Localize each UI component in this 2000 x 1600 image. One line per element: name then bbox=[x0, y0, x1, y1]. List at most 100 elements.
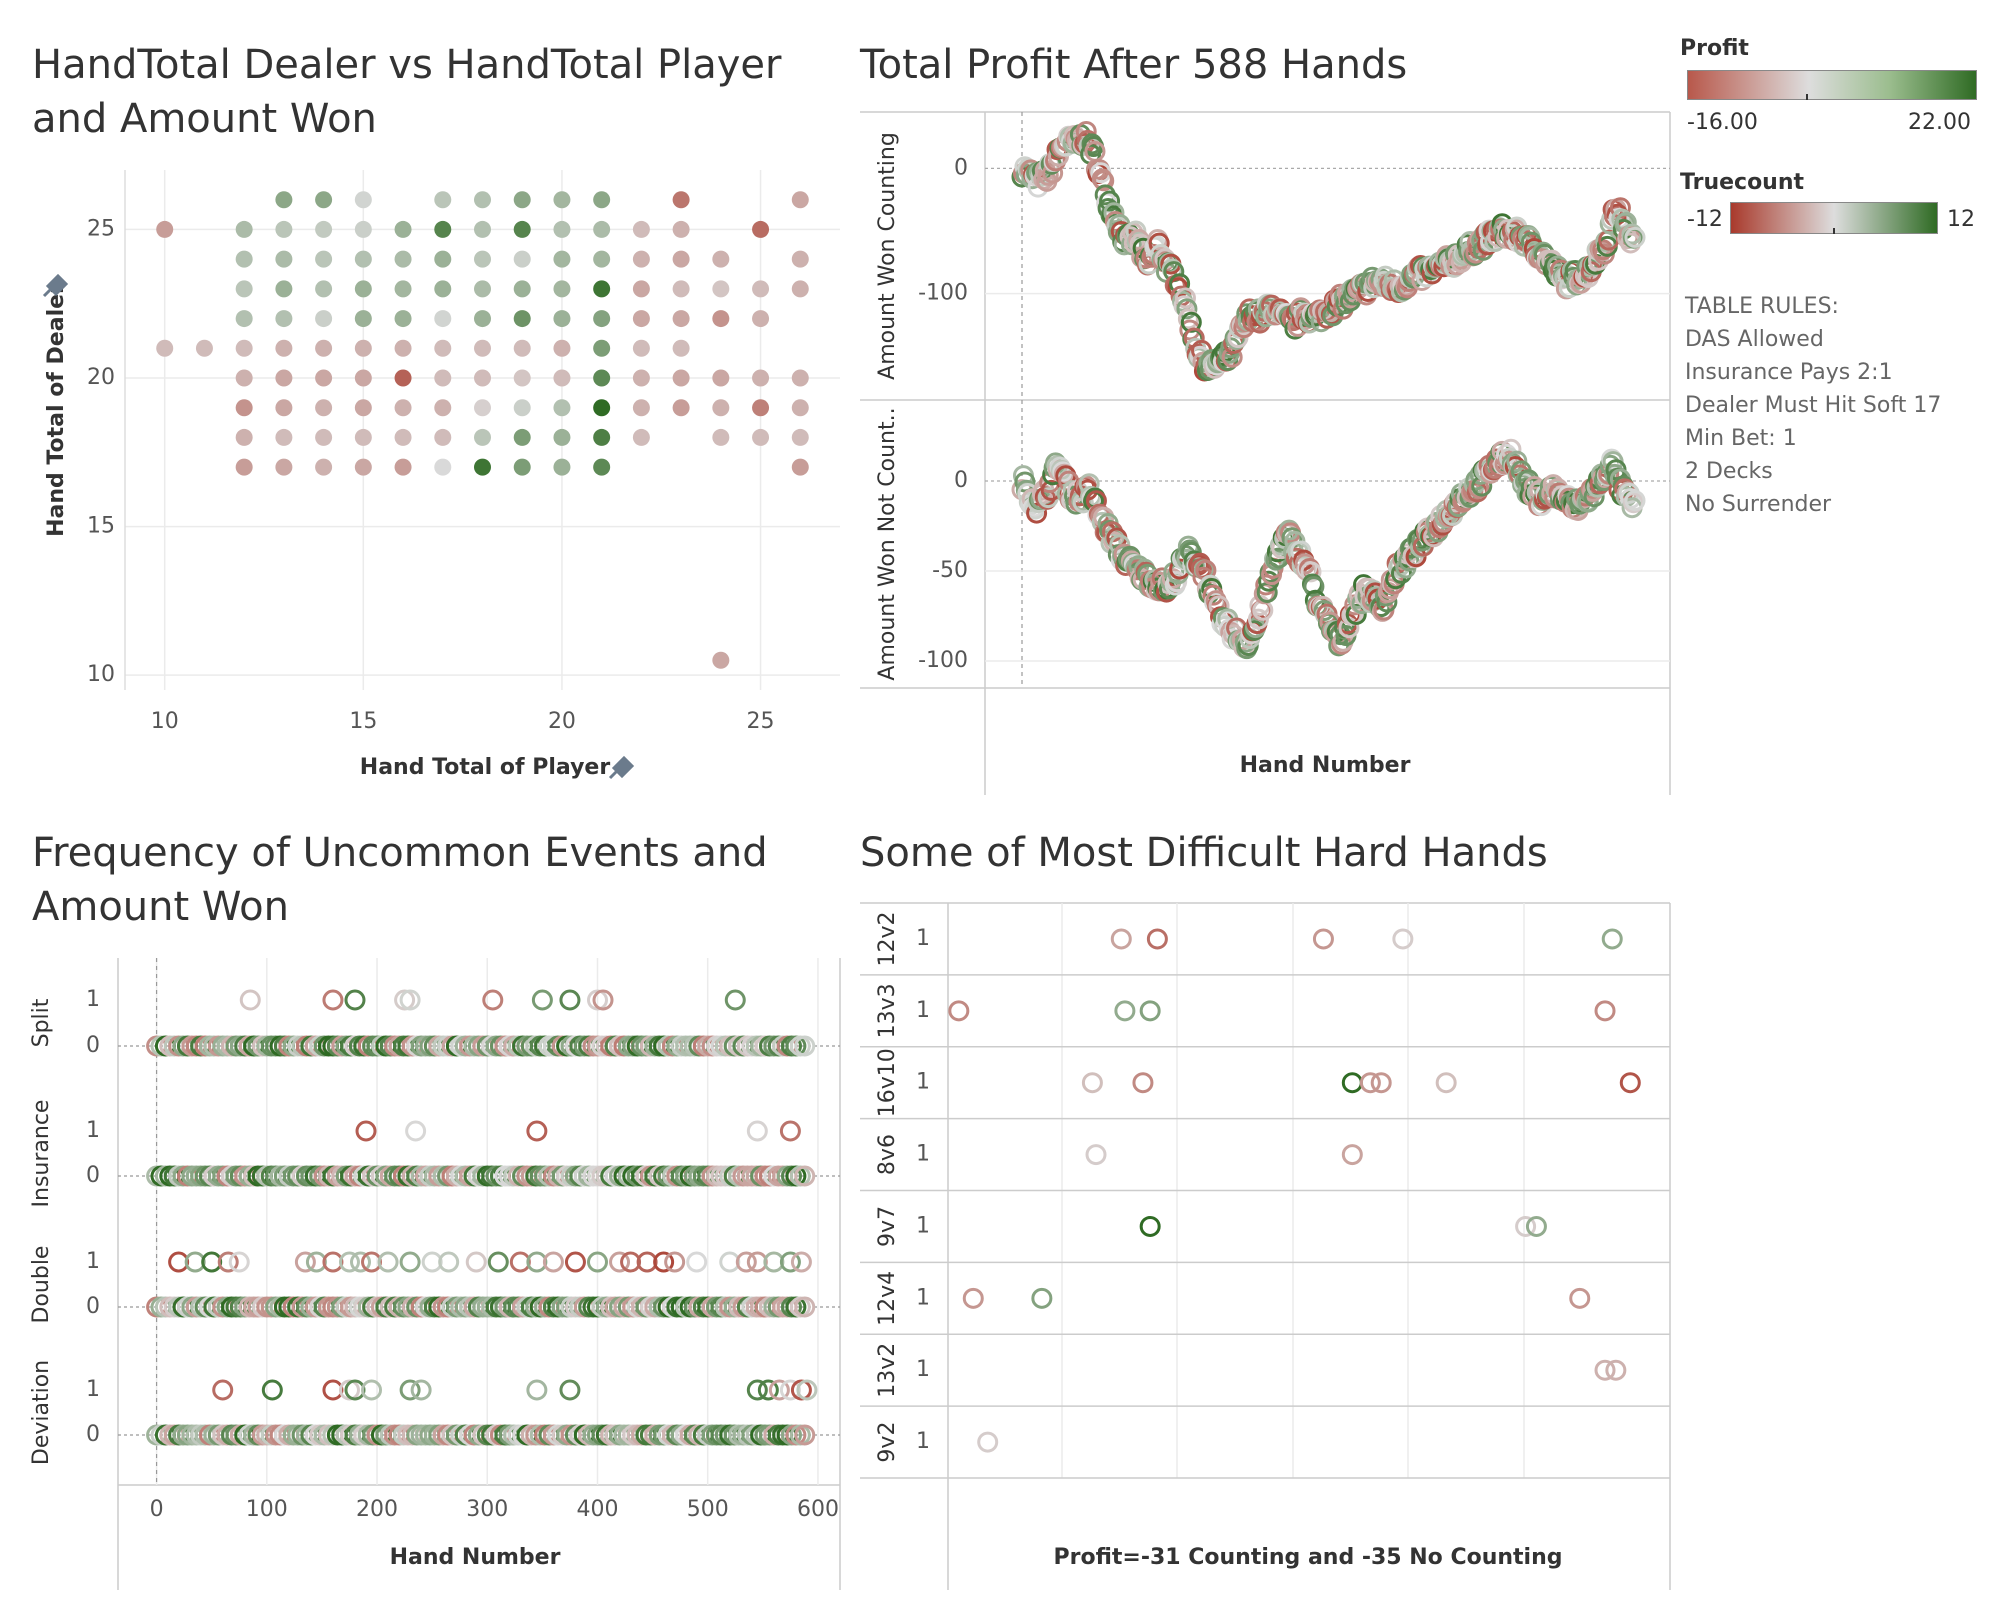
event-point-one bbox=[746, 1120, 768, 1142]
scatter-point bbox=[791, 250, 809, 268]
profit-legend-zero-marker bbox=[1806, 94, 1808, 100]
scatter-point bbox=[354, 458, 372, 476]
scatter-point bbox=[354, 310, 372, 328]
event-point-one bbox=[239, 989, 261, 1011]
scatter-point bbox=[235, 250, 253, 268]
scatter-point bbox=[235, 428, 253, 446]
event-point-one bbox=[779, 1251, 801, 1273]
scatter-point bbox=[315, 191, 333, 209]
scatter-point bbox=[553, 250, 571, 268]
hand-point bbox=[1435, 1072, 1457, 1094]
event-point-one bbox=[410, 1379, 432, 1401]
hand-point bbox=[1341, 1072, 1363, 1094]
scatter-point bbox=[235, 399, 253, 417]
event-point-one bbox=[559, 989, 581, 1011]
row-label: Split bbox=[29, 998, 54, 1047]
rule-line: Dealer Must Hit Soft 17 bbox=[1685, 393, 1942, 418]
hand-point bbox=[1569, 1287, 1591, 1309]
scatter-point bbox=[513, 369, 531, 387]
scatter-point bbox=[672, 280, 690, 298]
scatter-point bbox=[354, 250, 372, 268]
event-point-one bbox=[686, 1251, 708, 1273]
profit-point bbox=[1624, 490, 1646, 512]
scatter-point bbox=[712, 310, 730, 328]
scatter-point bbox=[434, 191, 452, 209]
x-axis-title: Hand Total of Player bbox=[360, 755, 611, 780]
event-point-one bbox=[482, 989, 504, 1011]
hand-point bbox=[1594, 1000, 1616, 1022]
x-tick-label: 20 bbox=[548, 709, 576, 734]
profit-legend-ramp[interactable] bbox=[1687, 70, 1977, 100]
event-point-one bbox=[653, 1251, 675, 1273]
event-point-one bbox=[322, 989, 344, 1011]
row-label: 8v6 bbox=[875, 1134, 900, 1175]
y-tick-label: 0 bbox=[86, 1163, 100, 1188]
event-point-one bbox=[399, 989, 421, 1011]
scatter-point bbox=[474, 399, 491, 417]
x-tick-label: 200 bbox=[356, 1497, 398, 1522]
event-point-one bbox=[338, 1379, 360, 1401]
scatter-point bbox=[752, 220, 770, 238]
rule-line: DAS Allowed bbox=[1685, 327, 1824, 352]
row-label: 13v2 bbox=[875, 1343, 900, 1398]
scatter-point bbox=[156, 339, 174, 357]
hand-point bbox=[1146, 928, 1168, 950]
scatter-point bbox=[712, 428, 730, 446]
truecount-legend-max: 12 bbox=[1947, 207, 1975, 232]
scatter-point bbox=[752, 399, 770, 417]
scatter-point bbox=[156, 220, 174, 238]
scatter-point bbox=[354, 191, 372, 209]
hand-point bbox=[1525, 1215, 1547, 1237]
event-point-one bbox=[294, 1251, 316, 1273]
scatter-point bbox=[434, 250, 452, 268]
y-tick-label: 20 bbox=[87, 365, 115, 390]
scatter-point bbox=[593, 280, 611, 298]
event-point-one bbox=[779, 1120, 801, 1142]
scatter-point bbox=[553, 191, 571, 209]
rule-line: TABLE RULES: bbox=[1685, 294, 1839, 319]
y-tick-label: 1 bbox=[916, 1213, 930, 1238]
hand-point bbox=[962, 1287, 984, 1309]
scatter-point bbox=[553, 369, 571, 387]
scatter-point bbox=[593, 458, 611, 476]
scatter-point bbox=[553, 310, 571, 328]
event-point-one bbox=[350, 1251, 372, 1273]
profit-point bbox=[1376, 591, 1398, 613]
y-tick-label: 1 bbox=[916, 1142, 930, 1167]
scatter-point bbox=[593, 369, 611, 387]
row-label: Double bbox=[29, 1246, 54, 1324]
event-point-one bbox=[465, 1251, 487, 1273]
scatter-point bbox=[275, 428, 293, 446]
scatter-point bbox=[632, 399, 650, 417]
row-label: Deviation bbox=[29, 1360, 54, 1465]
scatter-point bbox=[791, 458, 809, 476]
profit-legend-min: -16.00 bbox=[1687, 110, 1758, 135]
event-point-zero bbox=[794, 1165, 816, 1187]
y-tick-label: 1 bbox=[86, 1377, 100, 1402]
event-point-one bbox=[394, 989, 416, 1011]
event-point-one bbox=[609, 1251, 631, 1273]
rule-line: Insurance Pays 2:1 bbox=[1685, 360, 1893, 385]
x-tick-label: 600 bbox=[797, 1497, 839, 1522]
scatter-point bbox=[354, 399, 372, 417]
scatter-point bbox=[712, 399, 730, 417]
scatter-point bbox=[632, 280, 650, 298]
scatter-point bbox=[672, 220, 690, 238]
event-point-one bbox=[586, 989, 608, 1011]
scatter-point bbox=[672, 250, 690, 268]
row-label: 12v2 bbox=[875, 911, 900, 966]
scatter-point bbox=[275, 339, 293, 357]
hand-point bbox=[948, 1000, 970, 1022]
scatter-point bbox=[315, 250, 333, 268]
scatter-point bbox=[235, 220, 253, 238]
hand-point bbox=[1312, 928, 1334, 950]
row-label: 9v7 bbox=[875, 1206, 900, 1247]
scatter-point bbox=[275, 369, 293, 387]
scatter-point bbox=[593, 250, 611, 268]
y-tick-label: -50 bbox=[932, 558, 968, 583]
event-point-one bbox=[664, 1251, 686, 1273]
y-tick-label: 1 bbox=[86, 987, 100, 1012]
scatter-point bbox=[474, 220, 491, 238]
x-tick-label: 100 bbox=[246, 1497, 288, 1522]
